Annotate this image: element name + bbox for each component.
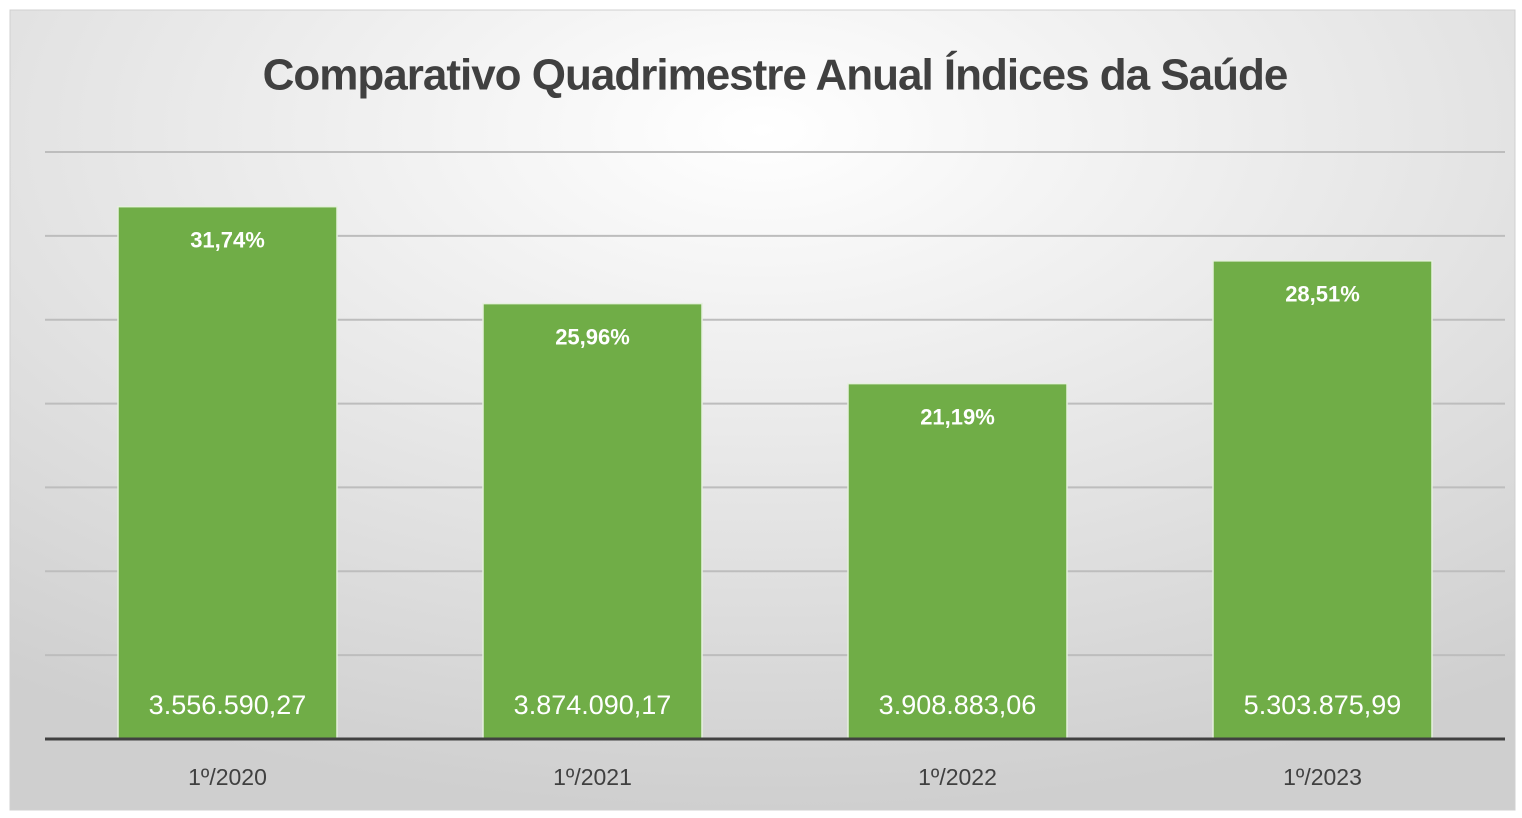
value-label: 25,96% xyxy=(555,324,630,349)
amount-label: 3.908.883,06 xyxy=(879,690,1037,720)
value-label: 31,74% xyxy=(190,227,265,252)
value-label: 21,19% xyxy=(920,404,995,429)
x-tick-label: 1º/2021 xyxy=(553,764,632,790)
amount-label: 5.303.875,99 xyxy=(1244,690,1402,720)
bar xyxy=(117,205,338,740)
bar xyxy=(482,302,703,740)
x-tick-label: 1º/2020 xyxy=(188,764,267,790)
amount-label: 3.874.090,17 xyxy=(514,690,672,720)
x-tick-label: 1º/2023 xyxy=(1283,764,1362,790)
x-tick-label: 1º/2022 xyxy=(918,764,997,790)
bar xyxy=(847,382,1068,740)
amount-label: 3.556.590,27 xyxy=(149,690,307,720)
bar xyxy=(1212,260,1433,740)
value-label: 28,51% xyxy=(1285,282,1360,307)
chart-title: Comparativo Quadrimestre Anual Índices d… xyxy=(263,50,1288,100)
